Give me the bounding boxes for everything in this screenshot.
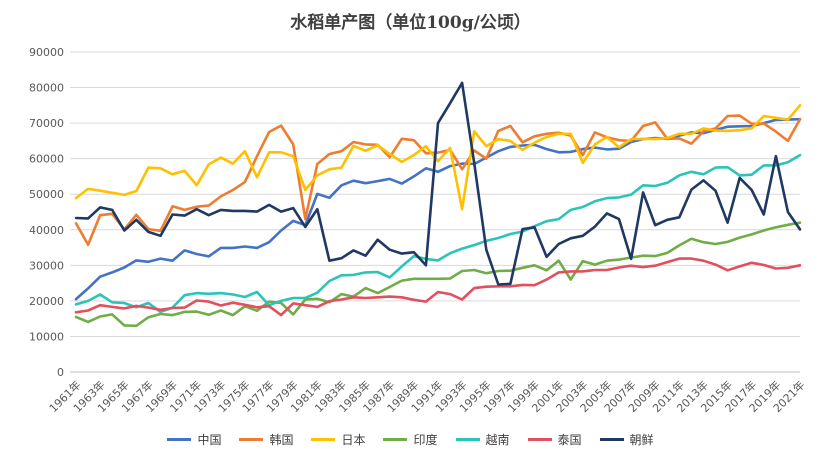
y-tick-label: 60000	[29, 153, 64, 166]
legend: 中国 韩国 日本 印度 越南 泰国 朝鲜	[0, 431, 821, 448]
legend-item: 印度	[383, 431, 438, 448]
legend-item: 越南	[455, 431, 510, 448]
y-tick-label: 80000	[29, 82, 64, 95]
y-tick-label: 70000	[29, 117, 64, 130]
y-tick-label: 10000	[29, 330, 64, 343]
y-tick-label: 30000	[29, 259, 64, 272]
y-tick-label: 50000	[29, 188, 64, 201]
series-line-6	[74, 81, 802, 286]
y-tick-label: 20000	[29, 295, 64, 308]
y-tick-label: 0	[57, 366, 64, 379]
legend-swatch	[527, 438, 552, 441]
legend-label: 中国	[197, 433, 222, 447]
legend-item: 中国	[167, 431, 221, 448]
series-lines	[74, 81, 802, 328]
y-tick-label: 40000	[29, 224, 64, 237]
x-axis: 1961年1963年1965年1967年1969年1971年1973年1975年…	[46, 378, 807, 415]
legend-item: 日本	[311, 431, 365, 448]
legend-label: 泰国	[557, 433, 582, 447]
legend-swatch	[455, 438, 480, 441]
series-line-2	[74, 104, 802, 211]
legend-item: 泰国	[527, 431, 582, 448]
legend-label: 朝鲜	[629, 433, 654, 447]
legend-item: 朝鲜	[599, 431, 654, 448]
chart-title: 水稻单产图（单位100g/公顷）	[290, 13, 531, 33]
y-axis: 0 10000 20000 30000 40000 50000 60000 70000 8000…	[29, 46, 64, 379]
legend-label: 印度	[413, 433, 438, 447]
legend-item: 韩国	[239, 431, 293, 448]
legend-swatch	[167, 438, 192, 441]
legend-label: 越南	[485, 433, 510, 447]
series-line-1	[74, 114, 802, 246]
legend-swatch	[599, 438, 624, 441]
series-line-3	[74, 221, 802, 328]
legend-label: 日本	[341, 433, 366, 447]
y-tick-label: 90000	[29, 46, 64, 59]
series-line-5	[74, 257, 802, 317]
legend-swatch	[311, 438, 336, 441]
legend-swatch	[383, 438, 408, 441]
series-line-0	[74, 117, 802, 301]
series-line-4	[74, 153, 802, 314]
gridlines	[70, 51, 800, 373]
legend-swatch	[239, 438, 264, 441]
legend-label: 韩国	[269, 433, 294, 447]
